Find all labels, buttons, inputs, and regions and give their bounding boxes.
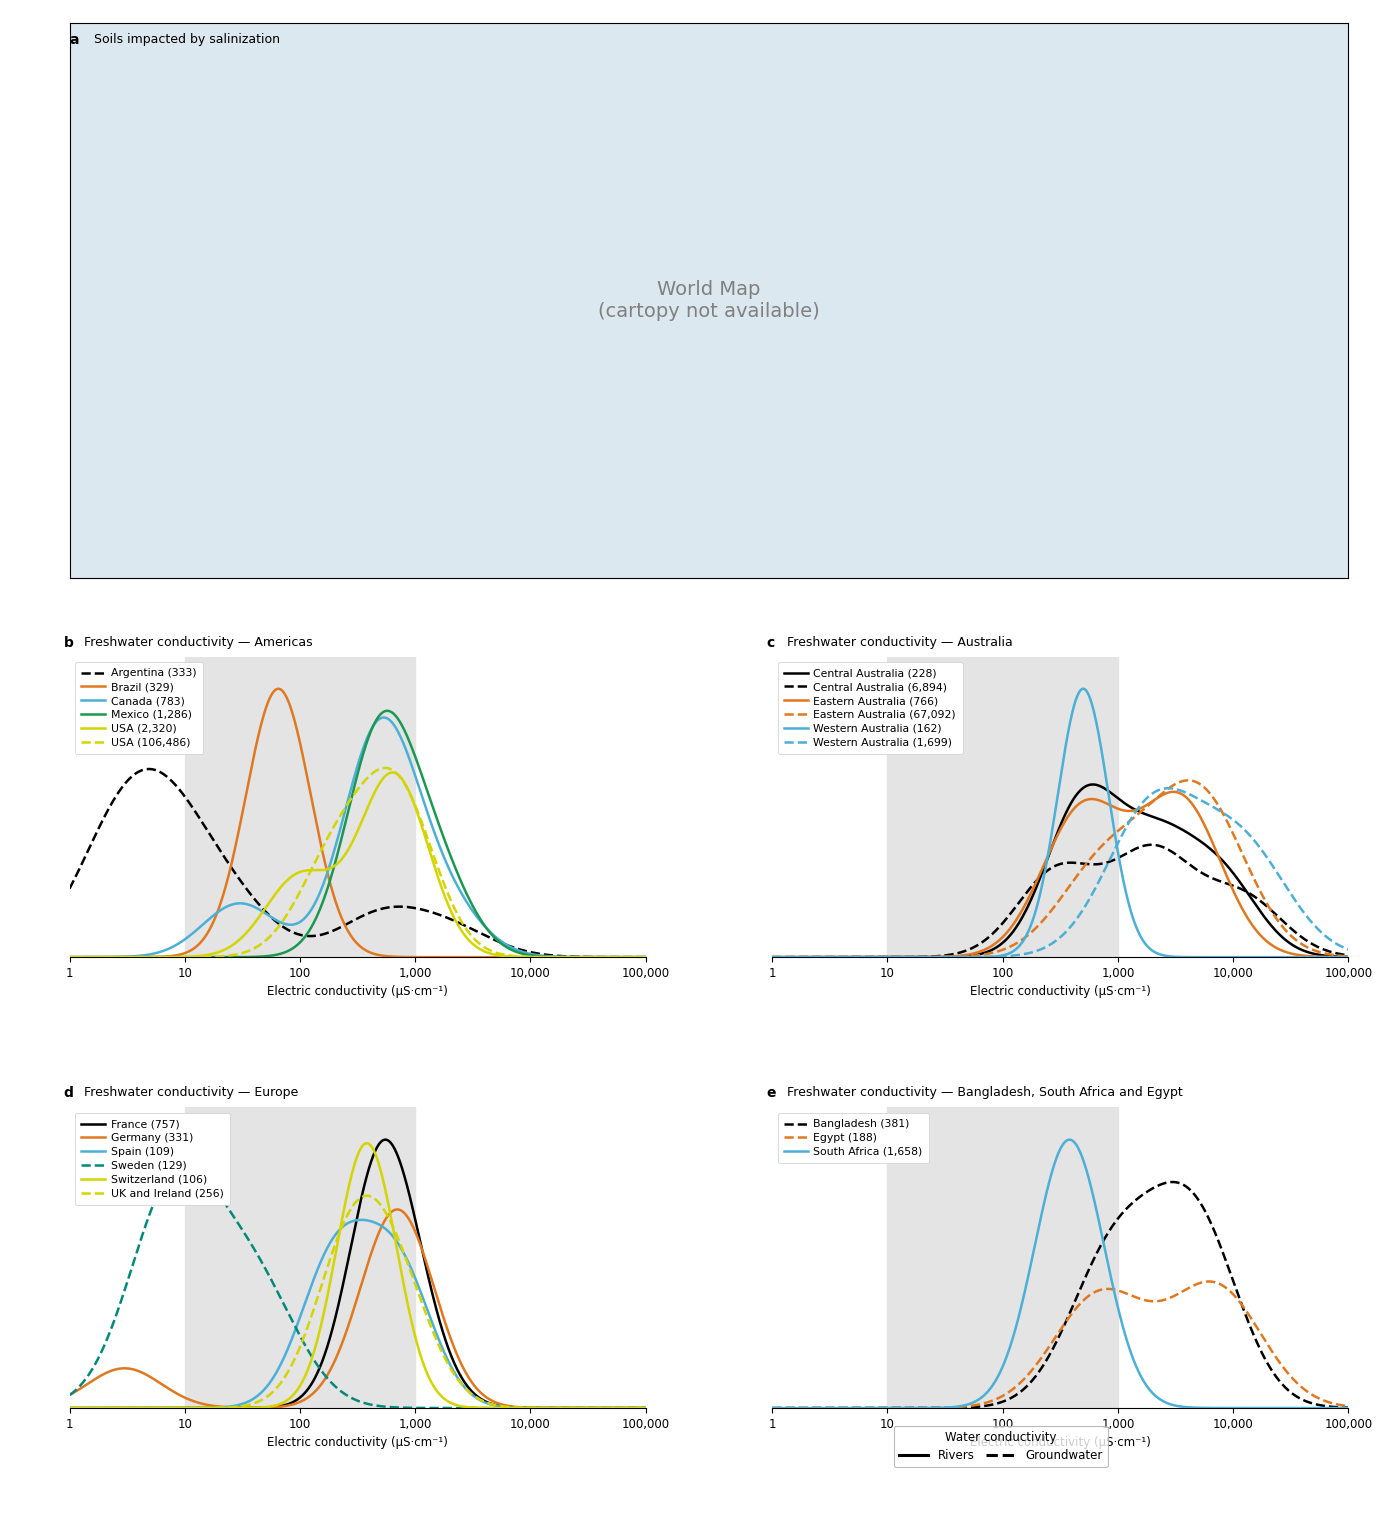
Text: World Map
(cartopy not available): World Map (cartopy not available) [598,280,820,321]
Text: d: d [64,1087,74,1101]
Text: e: e [766,1087,776,1101]
Legend: Central Australia (228), Central Australia (6,894), Eastern Australia (766), Eas: Central Australia (228), Central Austral… [777,662,962,754]
Legend: Argentina (333), Brazil (329), Canada (783), Mexico (1,286), USA (2,320), USA (1: Argentina (333), Brazil (329), Canada (7… [75,662,203,754]
X-axis label: Electric conductivity (µS·cm⁻¹): Electric conductivity (µS·cm⁻¹) [970,986,1151,998]
Legend: France (757), Germany (331), Spain (109), Sweden (129), Switzerland (106), UK an: France (757), Germany (331), Spain (109)… [75,1113,229,1205]
Legend: Rivers, Groundwater: Rivers, Groundwater [894,1426,1108,1467]
Bar [887,1107,1118,1408]
X-axis label: Electric conductivity (µS·cm⁻¹): Electric conductivity (µS·cm⁻¹) [267,986,448,998]
Text: Freshwater conductivity — Europe: Freshwater conductivity — Europe [83,1087,297,1099]
Text: Soils impacted by salinization: Soils impacted by salinization [90,33,281,47]
Text: a: a [70,33,79,47]
X-axis label: Electric conductivity (µS·cm⁻¹): Electric conductivity (µS·cm⁻¹) [267,1437,448,1449]
Text: Freshwater conductivity — Australia: Freshwater conductivity — Australia [787,636,1012,648]
Bar [185,657,416,957]
Bar [185,1107,416,1408]
Text: b: b [64,636,74,650]
X-axis label: Electric conductivity (µS·cm⁻¹): Electric conductivity (µS·cm⁻¹) [970,1437,1151,1449]
Bar [887,657,1118,957]
Text: c: c [766,636,774,650]
Text: Freshwater conductivity — Bangladesh, South Africa and Egypt: Freshwater conductivity — Bangladesh, So… [787,1087,1183,1099]
Legend: Bangladesh (381), Egypt (188), South Africa (1,658): Bangladesh (381), Egypt (188), South Afr… [777,1113,929,1163]
Text: Freshwater conductivity — Americas: Freshwater conductivity — Americas [83,636,313,648]
